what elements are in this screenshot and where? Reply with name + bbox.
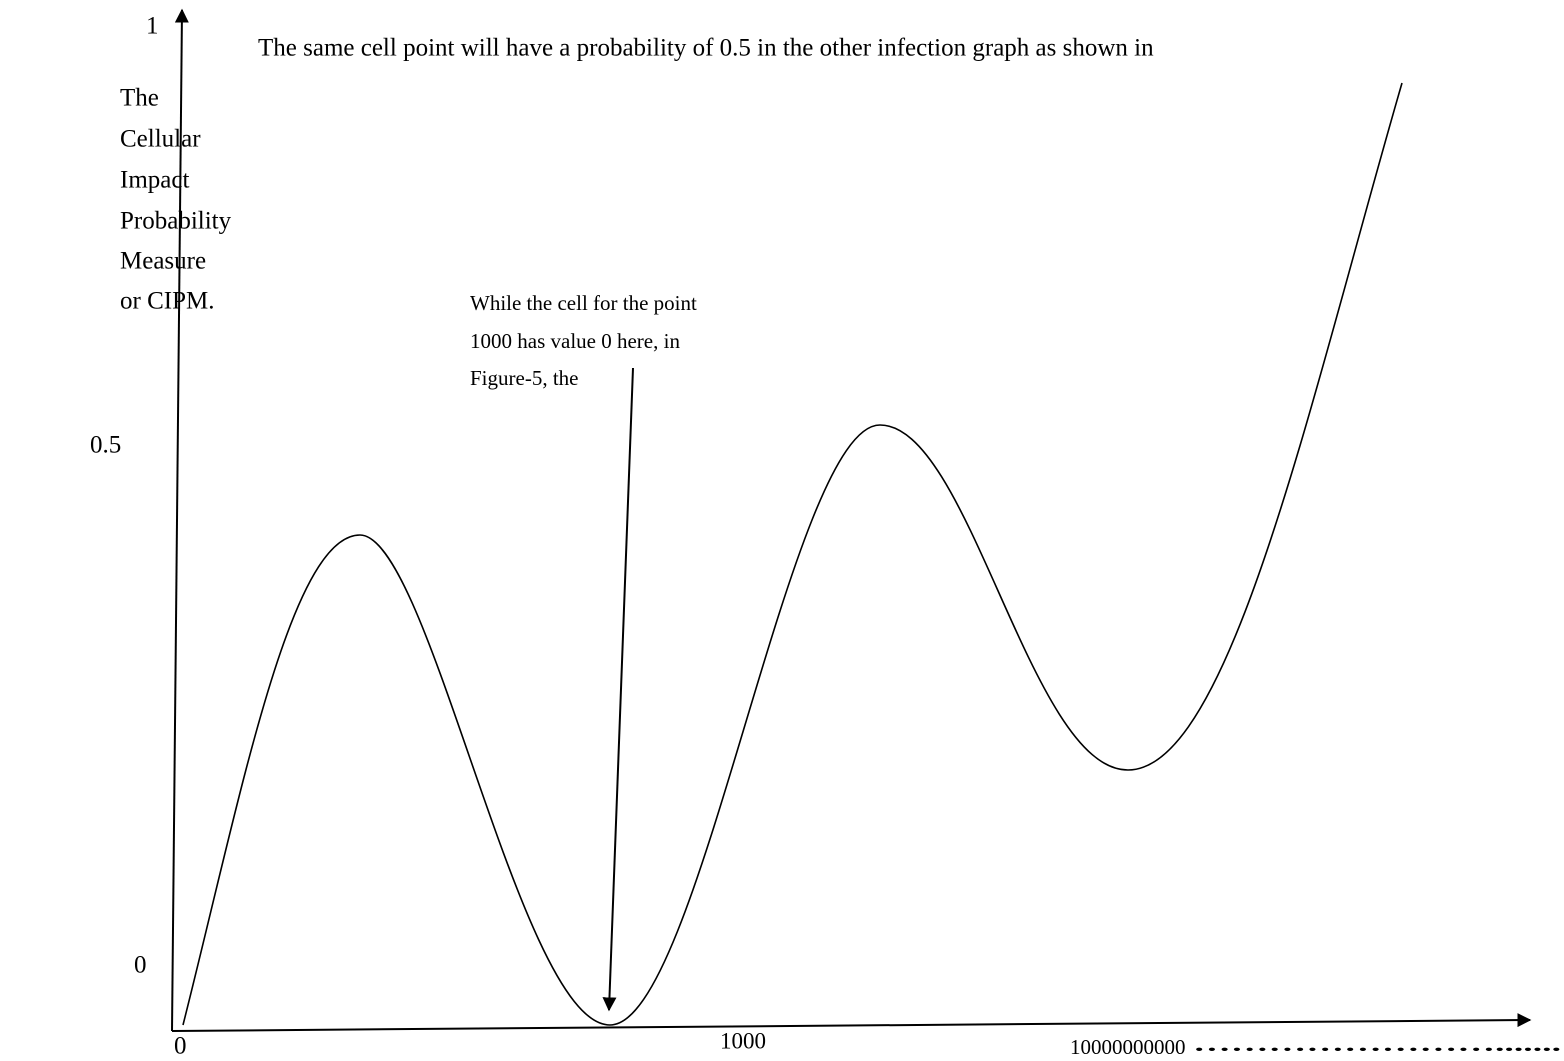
y-label-line: Measure bbox=[120, 248, 206, 275]
x-tick-label: 0 bbox=[174, 1033, 187, 1060]
curve bbox=[182, 82, 1403, 1026]
y-label-line: Cellular bbox=[120, 126, 201, 153]
y-tick-label: 0 bbox=[134, 952, 147, 979]
annotation-arrow bbox=[602, 367, 634, 1012]
x-tick-label: 1000 bbox=[720, 1028, 766, 1053]
y-axis bbox=[171, 8, 189, 1032]
y-label-line: Impact bbox=[120, 167, 189, 194]
y-label-line: The bbox=[120, 85, 159, 112]
y-label-line: Probability bbox=[120, 208, 232, 235]
x-axis bbox=[171, 1013, 1532, 1032]
y-tick-label: 1 bbox=[146, 13, 159, 40]
annotation: While the cell for the point 1000 has va… bbox=[470, 291, 697, 390]
annotation-line: While the cell for the point bbox=[470, 291, 697, 315]
top-text: The same cell point will have a probabil… bbox=[258, 35, 1154, 62]
annotation-line: 1000 has value 0 here, in bbox=[470, 329, 680, 353]
annotation-line: Figure-5, the bbox=[470, 366, 578, 390]
y-label-line: or CIPM. bbox=[120, 288, 214, 315]
x-tick-label: 10000000000 bbox=[1070, 1035, 1186, 1059]
x-trailing-dots: ……………………....... bbox=[1193, 1032, 1561, 1056]
y-axis-label: The Cellular Impact Probability Measure … bbox=[120, 85, 232, 315]
y-tick-label: 0.5 bbox=[90, 432, 121, 459]
